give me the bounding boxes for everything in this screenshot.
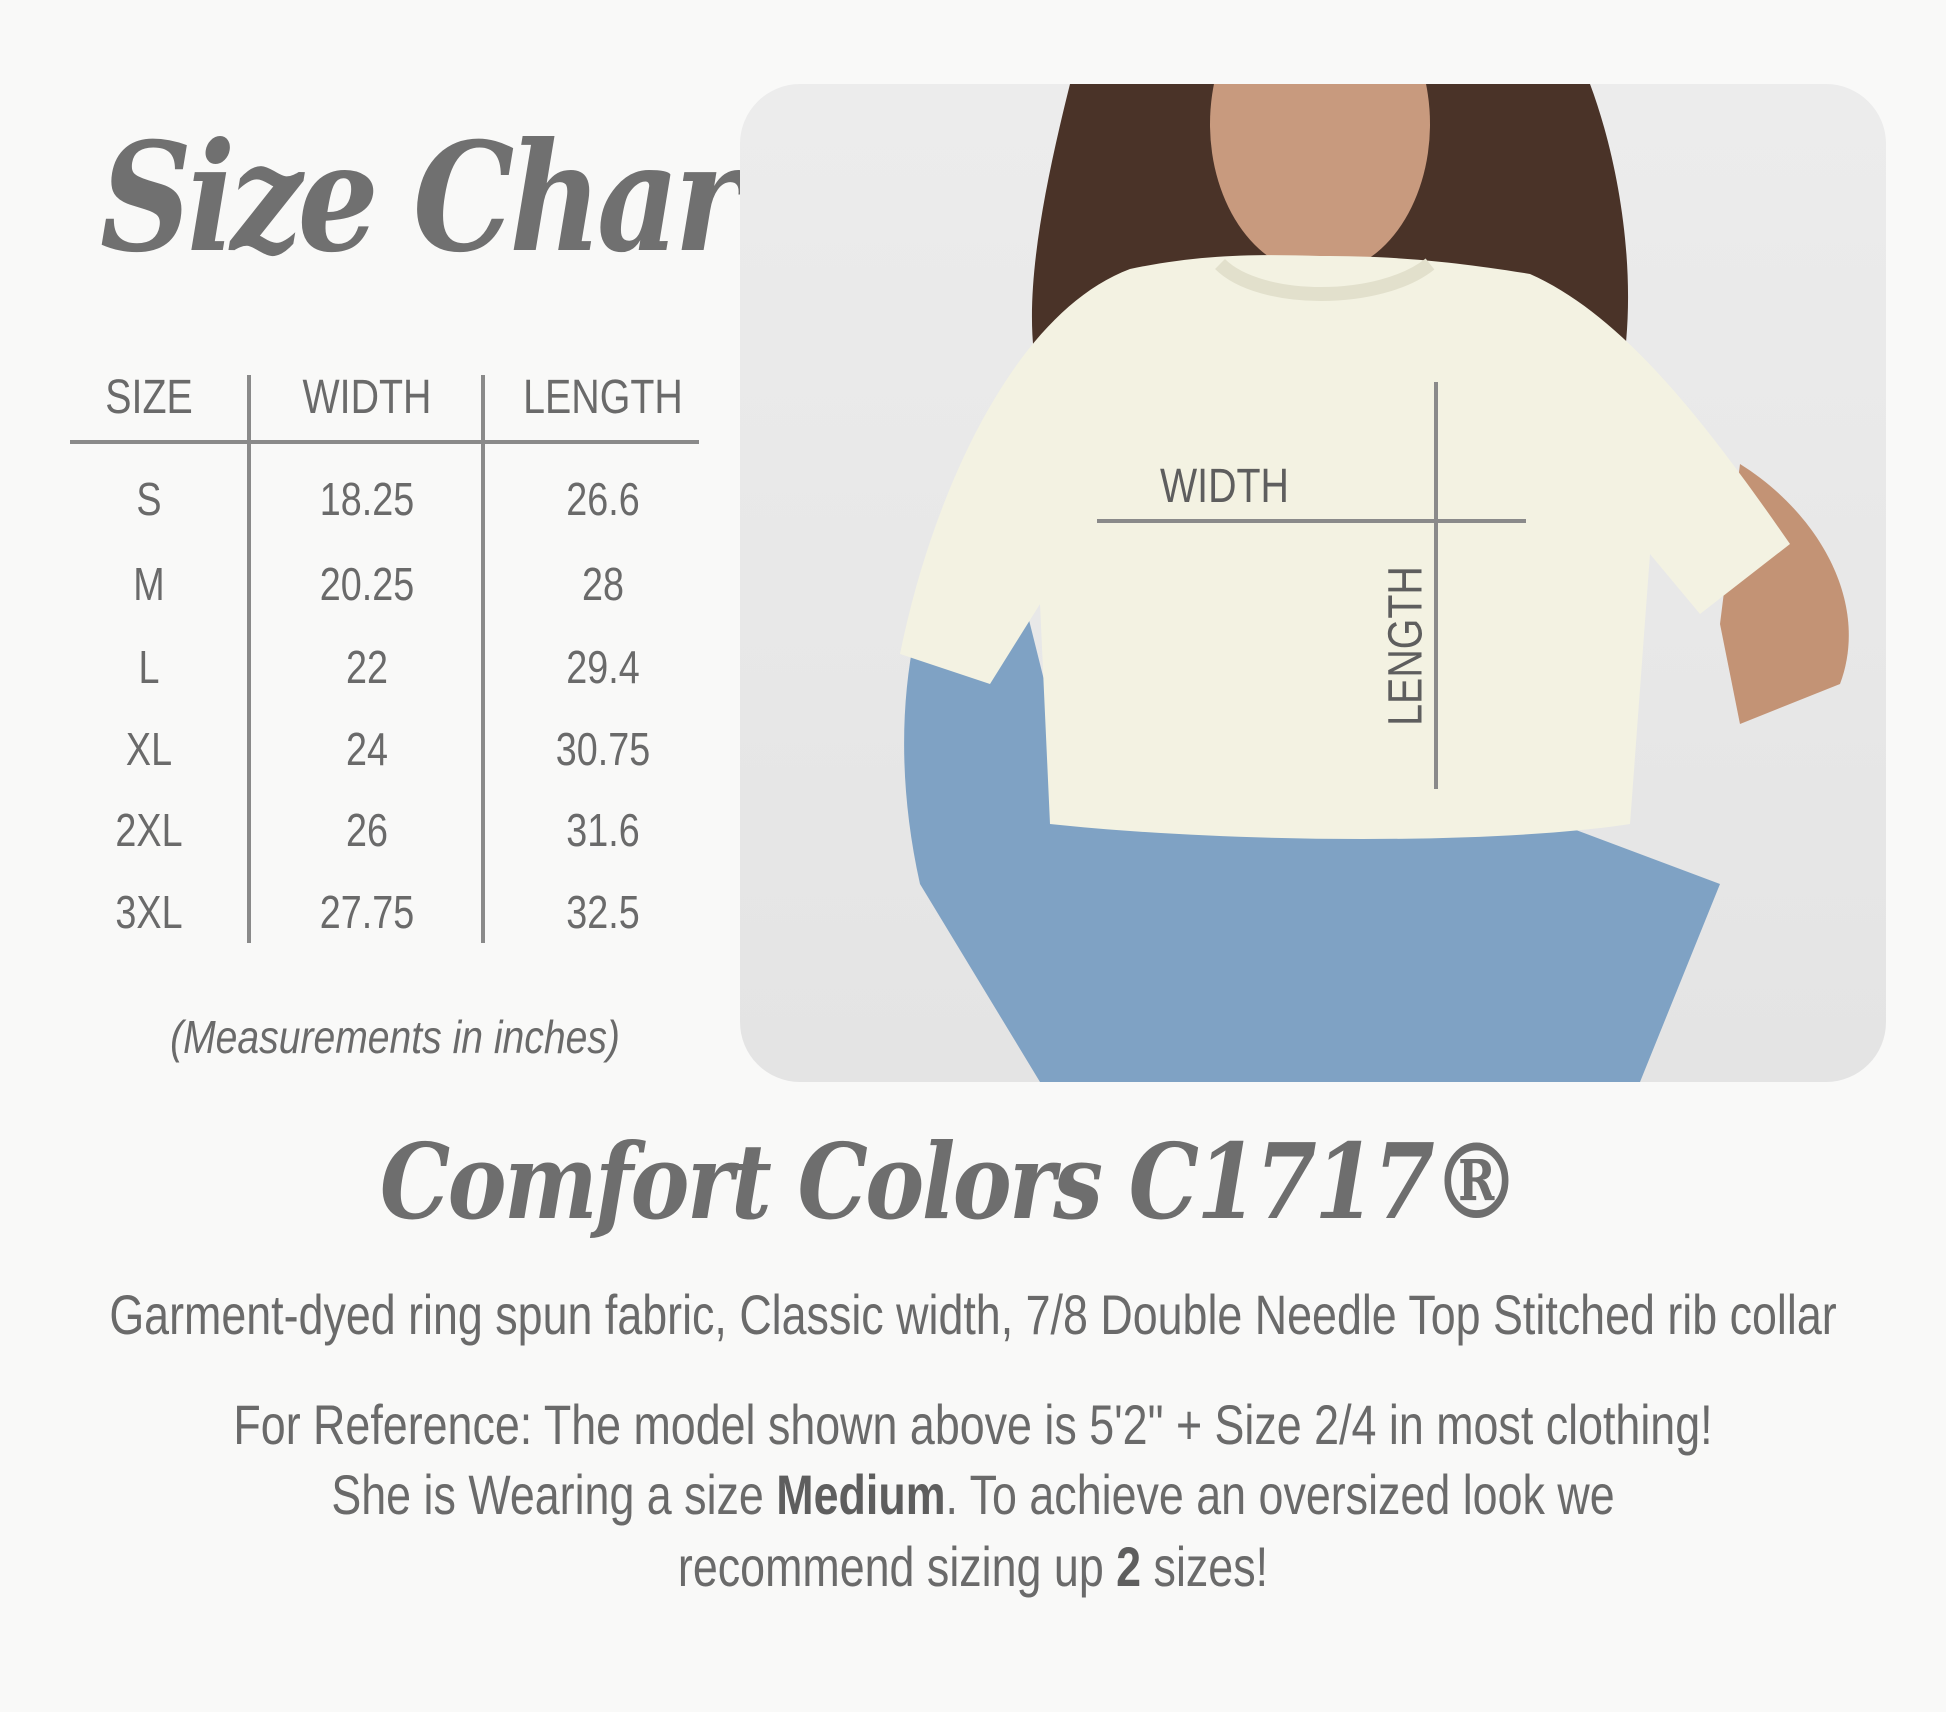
width-label: WIDTH xyxy=(1160,460,1289,513)
table-cell: 31.6 xyxy=(566,804,640,856)
table-cell: 29.4 xyxy=(566,641,640,693)
column-divider xyxy=(481,375,485,943)
column-divider xyxy=(247,375,251,943)
text: She is Wearing a size xyxy=(331,1463,777,1526)
table-cell: 24 xyxy=(346,723,388,775)
table-cell: L xyxy=(138,641,160,693)
table-cell: 20.25 xyxy=(319,558,415,610)
table-cell: S xyxy=(136,473,162,525)
text: . To achieve an oversized look we xyxy=(945,1463,1615,1526)
text: recommend sizing up xyxy=(677,1535,1117,1598)
table-cell: M xyxy=(133,558,165,610)
reference-line-2: She is Wearing a size Medium. To achieve… xyxy=(331,1462,1614,1527)
length-label: LENGTH xyxy=(1379,566,1433,726)
table-cell: 27.75 xyxy=(319,886,415,938)
reference-line-3: recommend sizing up 2 sizes! xyxy=(678,1534,1268,1599)
product-description: Garment-dyed ring spun fabric, Classic w… xyxy=(109,1283,1837,1346)
column-header: SIZE xyxy=(105,371,193,424)
table-cell: 26 xyxy=(346,804,388,856)
column-header: LENGTH xyxy=(523,371,683,424)
table-cell: 32.5 xyxy=(566,886,640,938)
table-cell: 28 xyxy=(582,558,624,610)
table-cell: XL xyxy=(125,723,173,775)
table-cell: 26.6 xyxy=(566,473,640,525)
table-cell: 3XL xyxy=(115,886,183,938)
model-photo: WIDTH LENGTH xyxy=(740,84,1886,1082)
table-cell: 30.75 xyxy=(555,723,651,775)
measurements-note: (Measurements in inches) xyxy=(170,1011,620,1063)
brand-name: Comfort Colors C1717® xyxy=(379,1120,1521,1243)
column-header: WIDTH xyxy=(302,371,432,424)
size-up-count: 2 xyxy=(1116,1535,1142,1598)
table-cell: 2XL xyxy=(115,804,183,856)
table-cell: 18.25 xyxy=(319,473,415,525)
header-divider xyxy=(70,440,699,444)
model-illustration xyxy=(900,84,1849,1082)
size-medium: Medium xyxy=(776,1463,946,1526)
width-measure-line xyxy=(1097,519,1526,523)
size-chart-title: Size Chart xyxy=(100,110,795,286)
table-cell: 22 xyxy=(346,641,388,693)
text: sizes! xyxy=(1141,1535,1269,1598)
length-measure-line xyxy=(1434,382,1438,789)
reference-line-1: For Reference: The model shown above is … xyxy=(233,1393,1713,1456)
